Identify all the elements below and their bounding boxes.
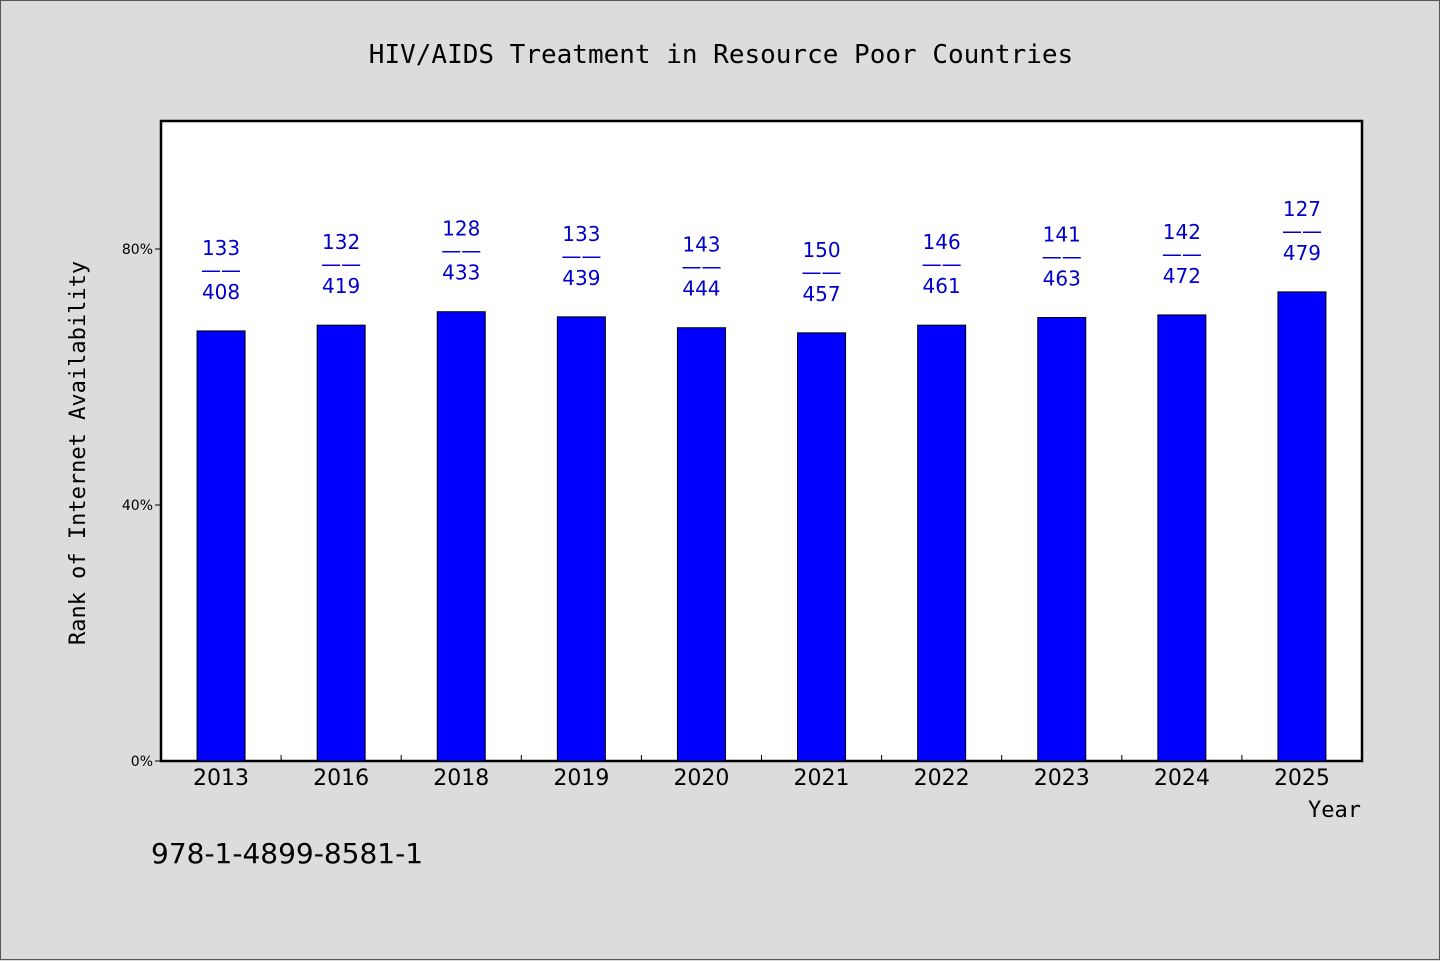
y-axis-label: Rank of Internet Availability	[66, 261, 91, 645]
data-label-separator: ——	[1162, 242, 1202, 266]
bar	[676, 327, 726, 762]
bar	[196, 330, 246, 762]
isbn-annotation: 978-1-4899-8581-1	[151, 837, 423, 870]
data-label-bottom: 463	[1043, 266, 1081, 290]
bar	[436, 311, 486, 762]
data-label-bottom: 408	[202, 280, 240, 304]
data-label-separator: ——	[321, 252, 361, 276]
bar	[797, 332, 847, 762]
data-labels: 133——408132——419128——433133——439143——444…	[201, 197, 1322, 306]
x-tick-label: 2021	[794, 766, 850, 791]
data-label-separator: ——	[201, 258, 241, 282]
data-label-top: 146	[923, 230, 961, 254]
bar-series	[196, 291, 1327, 762]
data-label-bottom: 444	[682, 277, 720, 301]
x-tick-label: 2025	[1274, 766, 1330, 791]
chart-title: HIV/AIDS Treatment in Resource Poor Coun…	[369, 40, 1073, 70]
data-label-bottom: 439	[562, 266, 600, 290]
x-axis-label: Year	[1308, 798, 1361, 823]
bar	[316, 324, 366, 762]
data-label-top: 141	[1043, 222, 1081, 246]
data-label-top: 128	[442, 217, 480, 241]
x-tick-label: 2018	[433, 766, 489, 791]
y-tick-label: 40%	[122, 498, 153, 514]
data-label-top: 143	[682, 233, 720, 257]
data-label-separator: ——	[802, 260, 842, 284]
bar	[917, 324, 967, 762]
x-tick-label: 2013	[193, 766, 249, 791]
data-label-bottom: 461	[923, 274, 961, 298]
data-label-separator: ——	[681, 255, 721, 279]
data-label-top: 133	[562, 222, 600, 246]
data-label-bottom: 479	[1283, 241, 1321, 265]
data-label-top: 127	[1283, 197, 1321, 221]
data-label-top: 133	[202, 236, 240, 260]
x-tick-label: 2024	[1154, 766, 1210, 791]
data-label-separator: ——	[1042, 244, 1082, 268]
bar	[1037, 316, 1087, 762]
bar	[1277, 291, 1327, 762]
data-label-top: 150	[802, 238, 840, 262]
x-tick-label: 2022	[914, 766, 970, 791]
x-tick-label: 2023	[1034, 766, 1090, 791]
y-tick-label: 0%	[131, 754, 153, 770]
data-label-bottom: 433	[442, 261, 480, 285]
x-tick-label: 2020	[673, 766, 729, 791]
data-label-separator: ——	[922, 252, 962, 276]
data-label-top: 132	[322, 230, 360, 254]
data-label-bottom: 472	[1163, 264, 1201, 288]
x-tick-label: 2019	[553, 766, 609, 791]
data-label-top: 142	[1163, 220, 1201, 244]
data-label-separator: ——	[1282, 219, 1322, 243]
y-tick-label: 80%	[122, 242, 153, 258]
data-label-bottom: 457	[802, 282, 840, 306]
bar	[556, 316, 606, 762]
data-label-separator: ——	[561, 244, 601, 268]
x-axis: 2013 2016 2018 2019 2020 2021 2022 2023 2024 2025	[193, 755, 1330, 791]
y-axis: 0% 40% 80%	[122, 242, 161, 770]
bar	[1157, 314, 1207, 762]
data-label-separator: ——	[441, 239, 481, 263]
x-tick-label: 2016	[313, 766, 369, 791]
data-label-bottom: 419	[322, 274, 360, 298]
